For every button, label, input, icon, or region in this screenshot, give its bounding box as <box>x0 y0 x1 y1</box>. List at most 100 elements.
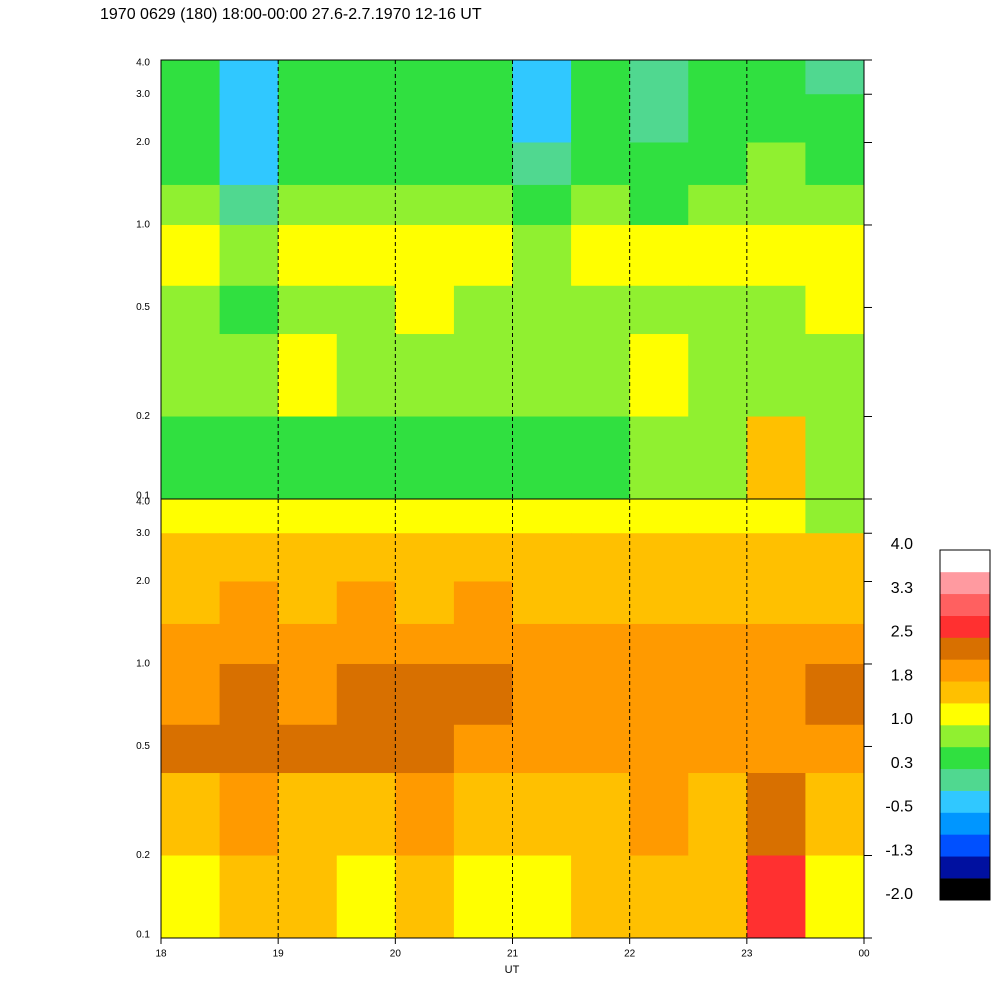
heatmap-cell <box>453 224 513 287</box>
y-tick-label: 0.2 <box>136 411 150 422</box>
heatmap-cell <box>395 773 455 857</box>
heatmap-cell <box>571 416 631 500</box>
y-tick-label: 1.0 <box>136 220 150 231</box>
x-tick-label: 00 <box>858 949 870 960</box>
colorbar-tick-label: 3.3 <box>891 580 913 597</box>
heatmap-cell <box>629 224 689 287</box>
heatmap-cell <box>278 142 338 186</box>
heatmap-cell <box>571 855 631 939</box>
heatmap-cell <box>571 533 631 582</box>
colorbar-tick-label: 1.0 <box>891 711 913 728</box>
heatmap-cell <box>512 224 572 287</box>
heatmap-cell <box>395 855 455 939</box>
y-tick-label: 4.0 <box>136 58 150 69</box>
heatmap-cell <box>746 533 806 582</box>
heatmap-cell <box>278 499 338 534</box>
heatmap-cell <box>161 224 221 287</box>
heatmap-cell <box>805 60 865 95</box>
heatmap-cell <box>688 663 748 726</box>
heatmap-cell <box>746 142 806 186</box>
heatmap-cell <box>336 581 396 625</box>
heatmap-cell <box>805 499 865 534</box>
heatmap-cell <box>336 60 396 95</box>
heatmap-cell <box>161 285 221 335</box>
heatmap-cell <box>219 94 279 143</box>
heatmap-cell <box>161 60 221 95</box>
heatmap-cell <box>688 416 748 500</box>
heatmap-cell <box>629 184 689 226</box>
heatmap-cell <box>629 623 689 665</box>
heatmap-cell <box>278 773 338 857</box>
heatmap-cell <box>512 60 572 95</box>
heatmap-cell <box>688 623 748 665</box>
heatmap-cell <box>161 773 221 857</box>
heatmap-cell <box>453 94 513 143</box>
x-tick-label: 19 <box>273 949 285 960</box>
heatmap-cell <box>629 663 689 726</box>
heatmap-cell <box>453 623 513 665</box>
heatmap-cell <box>629 416 689 500</box>
heatmap-cell <box>278 224 338 287</box>
heatmap-cell <box>278 663 338 726</box>
heatmap-cell <box>746 623 806 665</box>
heatmap-cell <box>161 499 221 534</box>
colorbar-tick-label: 0.3 <box>891 755 913 772</box>
chart-title: 1970 0629 (180) 18:00-00:00 27.6-2.7.197… <box>100 6 482 23</box>
heatmap-cell <box>512 142 572 186</box>
colorbar-tick-label: 4.0 <box>891 536 913 553</box>
heatmap-cell <box>746 94 806 143</box>
heatmap-cell <box>336 184 396 226</box>
colorbar-swatch <box>940 790 990 813</box>
y-tick-label: 3.0 <box>136 528 150 539</box>
heatmap-cell <box>746 499 806 534</box>
colorbar-swatch <box>940 878 990 901</box>
heatmap-cell <box>395 499 455 534</box>
heatmap-cell <box>395 224 455 287</box>
heatmap-cell <box>453 663 513 726</box>
colorbar-swatch <box>940 550 990 573</box>
heatmap-cell <box>453 773 513 857</box>
colorbar-swatch <box>940 834 990 857</box>
heatmap-cell <box>336 663 396 726</box>
heatmap-cell <box>336 623 396 665</box>
heatmap-cell <box>571 94 631 143</box>
heatmap-cell <box>746 334 806 418</box>
heatmap-cell <box>571 334 631 418</box>
heatmap-cell <box>278 60 338 95</box>
heatmap-cell <box>453 334 513 418</box>
heatmap-cell <box>805 724 865 774</box>
heatmap-cell <box>161 94 221 143</box>
colorbar-swatch <box>940 812 990 835</box>
heatmap-cell <box>512 499 572 534</box>
heatmap-cell <box>453 533 513 582</box>
heatmap-cell <box>688 60 748 95</box>
heatmap-cell <box>161 184 221 226</box>
heatmap-cell <box>805 581 865 625</box>
heatmap-cell <box>688 533 748 582</box>
colorbar-swatch <box>940 615 990 638</box>
heatmap-cell <box>805 533 865 582</box>
heatmap-cell <box>395 416 455 500</box>
heatmap-cell <box>746 855 806 939</box>
heatmap-cell <box>336 285 396 335</box>
heatmap-cell <box>571 499 631 534</box>
heatmap-cell <box>629 499 689 534</box>
x-axis-label: UT <box>505 964 520 976</box>
colorbar-frame <box>939 549 991 901</box>
heatmap-cell <box>161 581 221 625</box>
heatmap-cell <box>629 142 689 186</box>
heatmap-cell <box>219 224 279 287</box>
heatmap-cell <box>688 773 748 857</box>
heatmap-cell <box>395 533 455 582</box>
colorbar-swatch <box>940 571 990 595</box>
heatmap-cell <box>395 142 455 186</box>
heatmap-cell <box>805 142 865 186</box>
heatmap-cell <box>746 773 806 857</box>
y-tick-label: 3.0 <box>136 89 150 100</box>
colorbar-tick-label: 1.8 <box>891 667 913 684</box>
heatmap-cell <box>688 184 748 226</box>
heatmap-cell <box>629 533 689 582</box>
heatmap-cell <box>629 60 689 95</box>
heatmap-cell <box>278 334 338 418</box>
heatmap-cell <box>571 285 631 335</box>
